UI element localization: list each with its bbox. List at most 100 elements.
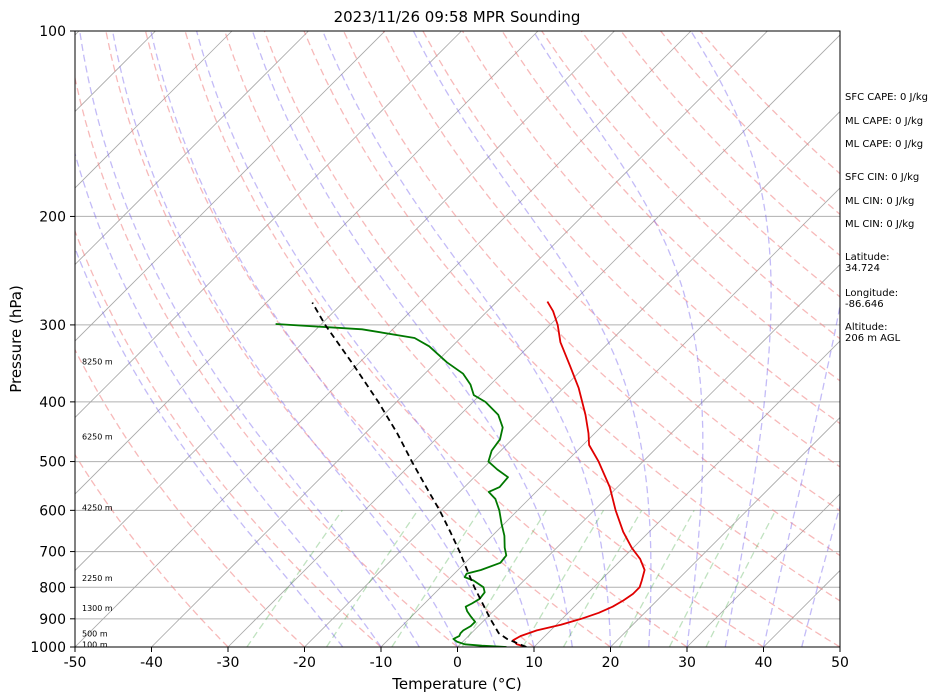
height-label: 4250 m bbox=[82, 504, 113, 513]
isotherm-line bbox=[610, 416, 840, 647]
latitude-label: Latitude: bbox=[845, 252, 890, 263]
longitude-value: -86.646 bbox=[845, 299, 884, 310]
moist-adiabat-line bbox=[150, 31, 497, 647]
y-tick-label: 600 bbox=[39, 503, 66, 519]
dry-adiabat-line bbox=[184, 31, 688, 647]
plot-frame bbox=[74, 30, 841, 648]
y-tick-label: 400 bbox=[39, 395, 66, 411]
isotherm-line bbox=[227, 34, 840, 647]
height-labels: 100 m 500 m 1300 m 2250 m 4250 m 6250 m 8250 m bbox=[82, 358, 113, 650]
latitude-value: 34.724 bbox=[845, 263, 880, 274]
dry-adiabat-line bbox=[422, 31, 840, 468]
altitude-value: 206 m AGL bbox=[845, 333, 901, 344]
dry-adiabat-line bbox=[75, 229, 382, 647]
mixing-ratio-line bbox=[668, 509, 742, 647]
x-tick-label: -10 bbox=[370, 655, 393, 671]
ml-cin-label: ML CIN: 0 J/kg bbox=[845, 196, 915, 207]
ml-cape-label-2: ML CAPE: 0 J/kg bbox=[845, 139, 924, 150]
x-tick-label: -30 bbox=[217, 655, 240, 671]
dry-adiabat-line bbox=[382, 31, 840, 512]
temperature-trace bbox=[512, 301, 646, 647]
longitude-label: Longitude: bbox=[845, 288, 899, 299]
mixing-ratio-line bbox=[618, 509, 695, 647]
x-tick-label: 50 bbox=[831, 655, 849, 671]
chart-title: 2023/11/26 09:58 MPR Sounding bbox=[334, 8, 581, 26]
mixing-ratio-line bbox=[522, 509, 605, 647]
y-tick-label: 300 bbox=[39, 318, 66, 334]
height-label: 500 m bbox=[82, 629, 108, 638]
dry-adiabat-line bbox=[75, 75, 458, 647]
x-tick-label: 10 bbox=[525, 655, 543, 671]
mixing-ratio-line bbox=[562, 509, 643, 647]
isotherm-line bbox=[75, 31, 386, 342]
x-tick-label: 40 bbox=[755, 655, 773, 671]
height-label: 2250 m bbox=[82, 574, 113, 583]
moist-adiabat-line bbox=[762, 302, 840, 647]
moist-adiabat-line bbox=[412, 31, 652, 647]
mixing-ratio-line bbox=[246, 509, 343, 647]
dry-adiabat-line bbox=[461, 31, 840, 425]
mixing-ratio-line bbox=[461, 509, 547, 647]
y-tick-label: 800 bbox=[39, 580, 66, 596]
y-axis-ticks: 100 200 300 400 500 600 700 800 900 1000 bbox=[30, 24, 75, 656]
isotherm-line bbox=[0, 31, 3, 647]
y-axis-label: Pressure (hPa) bbox=[7, 285, 25, 393]
isotherm-line bbox=[75, 31, 233, 189]
isotherm-line bbox=[686, 493, 840, 647]
moist-adiabat-line bbox=[532, 31, 704, 647]
mixing-ratio-line bbox=[325, 509, 419, 647]
x-tick-label: 20 bbox=[602, 655, 620, 671]
moist-adiabat-line bbox=[251, 31, 573, 647]
isotherm-line bbox=[75, 31, 309, 266]
isotherm-line bbox=[304, 110, 840, 647]
x-tick-label: -40 bbox=[140, 655, 163, 671]
y-tick-label: 900 bbox=[39, 612, 66, 628]
background-lines bbox=[0, 31, 840, 647]
isotherm-line bbox=[75, 31, 692, 647]
dry-adiabat-line bbox=[75, 453, 229, 647]
moist-adiabat-line bbox=[75, 151, 382, 647]
altitude-label: Altitude: bbox=[845, 322, 888, 333]
moist-adiabat-line bbox=[690, 31, 772, 647]
moist-adiabat-line bbox=[801, 503, 840, 647]
y-tick-label: 700 bbox=[39, 545, 66, 561]
dry-adiabat-line bbox=[580, 31, 840, 298]
parcel-path-trace bbox=[311, 302, 527, 647]
dry-adiabat-line bbox=[343, 31, 840, 557]
dry-adiabat-line bbox=[144, 31, 611, 647]
isotherm-line bbox=[75, 31, 539, 495]
mixing-ratio-line bbox=[705, 509, 777, 647]
dry-adiabat-line bbox=[224, 31, 764, 647]
y-tick-label: 100 bbox=[39, 24, 66, 40]
x-tick-label: 0 bbox=[453, 655, 462, 671]
dry-adiabat-line bbox=[105, 31, 535, 647]
moist-adiabat-line bbox=[111, 31, 459, 647]
ml-cin-label-2: ML CIN: 0 J/kg bbox=[845, 219, 915, 230]
moist-adiabat-line bbox=[195, 31, 535, 647]
y-tick-label: 500 bbox=[39, 455, 66, 471]
dry-adiabat-line bbox=[263, 31, 840, 647]
dewpoint-trace bbox=[275, 323, 509, 647]
dry-adiabat-line bbox=[303, 31, 840, 602]
x-axis-ticks: -50 -40 -30 -20 -10 0 10 20 30 40 50 bbox=[64, 647, 849, 671]
dry-adiabat-line bbox=[501, 31, 840, 382]
x-tick-label: 30 bbox=[678, 655, 696, 671]
height-label: 1300 m bbox=[82, 604, 113, 613]
isotherm-line bbox=[457, 263, 840, 647]
isotherm-line bbox=[151, 31, 768, 647]
isotherm-line bbox=[380, 187, 840, 647]
height-label: 8250 m bbox=[82, 358, 113, 367]
sounding-traces bbox=[275, 301, 646, 647]
isotherm-line bbox=[75, 31, 615, 572]
mixing-ratio-line bbox=[391, 509, 481, 647]
y-tick-label: 1000 bbox=[30, 640, 66, 656]
moist-adiabat-line bbox=[79, 31, 420, 647]
sfc-cape-label: SFC CAPE: 0 J/kg bbox=[845, 92, 928, 103]
y-tick-label: 200 bbox=[39, 209, 66, 225]
x-axis-label: Temperature (°C) bbox=[391, 675, 521, 693]
moist-adiabat-line bbox=[75, 246, 344, 647]
height-label: 6250 m bbox=[82, 432, 113, 441]
dry-adiabat-line bbox=[75, 348, 305, 647]
height-label: 100 m bbox=[82, 640, 108, 649]
